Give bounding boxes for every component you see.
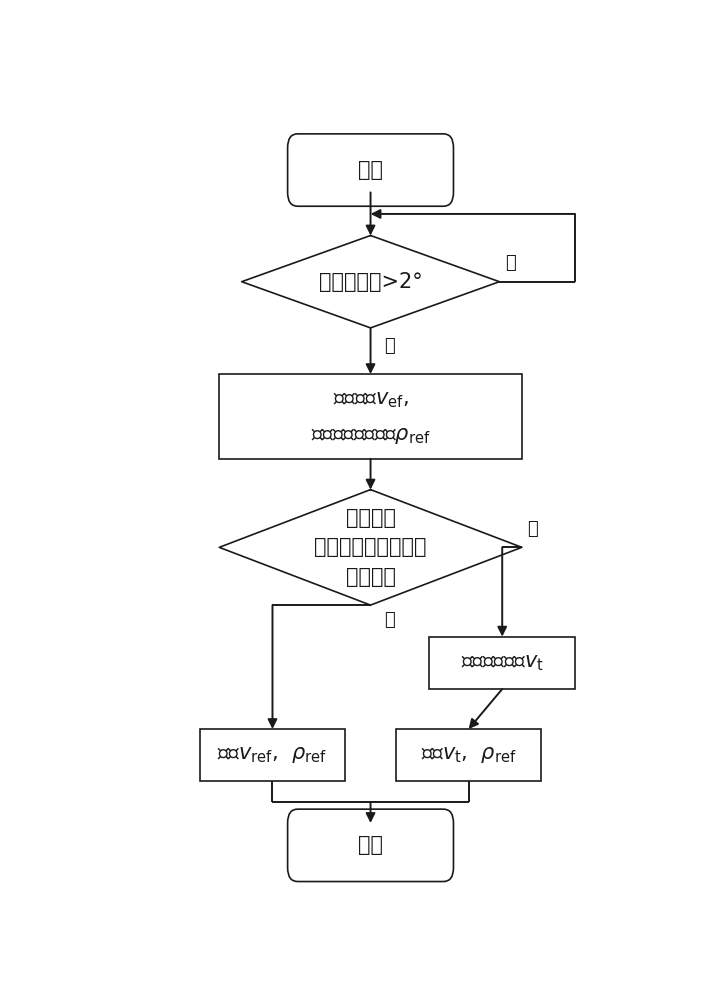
Text: 结束: 结束	[358, 835, 383, 855]
Text: 无打滑？: 无打滑？	[346, 567, 395, 587]
Bar	[200, 729, 346, 781]
Text: 否: 否	[528, 520, 538, 538]
Bar	[395, 729, 542, 781]
Polygon shape	[241, 235, 500, 328]
Text: 目标相对转向半径$\rho_{\mathrm{ref}}$: 目标相对转向半径$\rho_{\mathrm{ref}}$	[311, 426, 430, 446]
Bar	[429, 637, 575, 689]
Text: 是: 是	[385, 611, 395, 629]
Text: 调整目标车速$v_{\mathrm{t}}$: 调整目标车速$v_{\mathrm{t}}$	[461, 653, 544, 673]
Text: 输出$v_{\mathrm{t}}$,  $\rho_{\mathrm{ref}}$: 输出$v_{\mathrm{t}}$, $\rho_{\mathrm{ref}}…	[421, 745, 516, 765]
Text: 开始: 开始	[358, 160, 383, 180]
Text: 无侧滑？: 无侧滑？	[346, 508, 395, 528]
Bar	[219, 374, 522, 459]
Text: 方向盘转角>2°: 方向盘转角>2°	[319, 272, 422, 292]
Text: 否: 否	[505, 254, 515, 272]
FancyBboxPatch shape	[288, 809, 453, 882]
Text: 满足系统压力限制？: 满足系统压力限制？	[315, 537, 427, 557]
Text: 是: 是	[385, 337, 395, 355]
Polygon shape	[219, 490, 522, 605]
FancyBboxPatch shape	[288, 134, 453, 206]
Text: 输出$v_{\mathrm{ref}}$,  $\rho_{\mathrm{ref}}$: 输出$v_{\mathrm{ref}}$, $\rho_{\mathrm{ref…	[218, 745, 328, 765]
Text: 目标车速$v_{\mathrm{ef}}$,: 目标车速$v_{\mathrm{ef}}$,	[333, 390, 408, 410]
